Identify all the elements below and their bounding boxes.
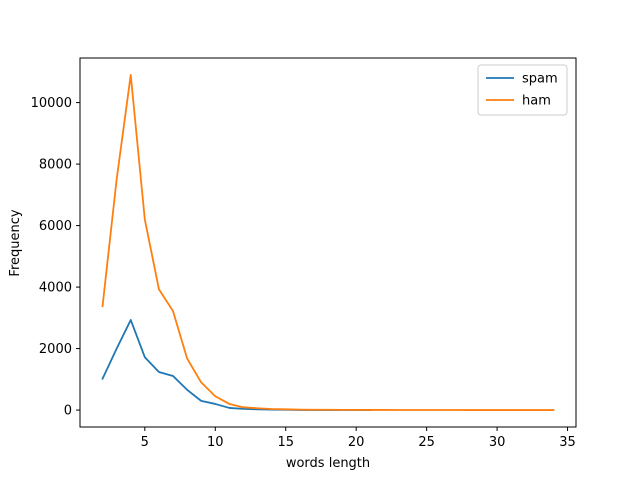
x-tick-label: 30: [489, 435, 506, 450]
legend-label-spam: spam: [522, 72, 558, 87]
plot-area: [80, 58, 576, 427]
x-axis: 5 10 15 20 25 30 35: [141, 427, 576, 450]
x-tick-label: 10: [207, 435, 224, 450]
x-tick-label: 25: [418, 435, 435, 450]
series-layer: [101, 74, 555, 411]
series-line-ham: [101, 74, 555, 411]
y-axis: 0 2000 4000 6000 8000 10000: [31, 96, 80, 419]
y-tick-label: 4000: [39, 281, 72, 296]
x-axis-label: words length: [286, 456, 370, 471]
y-tick-label: 10000: [31, 96, 72, 111]
legend: spam ham: [477, 64, 568, 116]
x-tick-label: 35: [559, 435, 576, 450]
y-tick-label: 6000: [39, 219, 72, 234]
x-tick-label: 15: [277, 435, 294, 450]
y-tick-label: 0: [64, 404, 72, 419]
x-tick-label: 5: [141, 435, 149, 450]
y-axis-label: Frequency: [8, 209, 23, 276]
x-tick-label: 20: [348, 435, 365, 450]
plot-frame: [79, 57, 577, 428]
y-tick-label: 8000: [39, 158, 72, 173]
y-tick-label: 2000: [39, 342, 72, 357]
legend-label-ham: ham: [522, 94, 551, 109]
